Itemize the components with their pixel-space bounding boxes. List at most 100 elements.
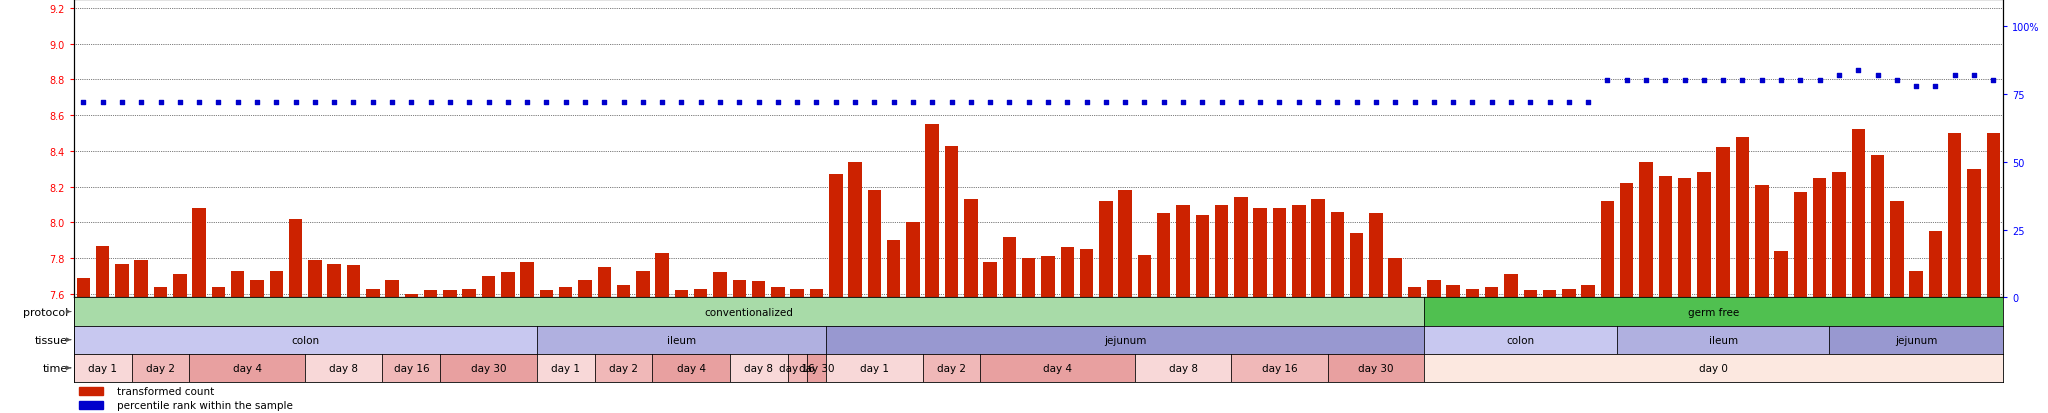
Point	[1823, 73, 1855, 79]
Bar	[385, 280, 399, 298]
Point	[279, 100, 311, 106]
Bar	[154, 287, 168, 298]
Point	[338, 100, 371, 106]
Point	[434, 100, 467, 106]
Point	[1090, 100, 1122, 106]
Point	[1862, 73, 1894, 79]
Point	[1937, 73, 1970, 79]
Point	[510, 100, 543, 106]
Point	[588, 100, 621, 106]
Point	[1417, 100, 1450, 106]
Bar	[944, 146, 958, 298]
Point	[143, 100, 176, 106]
Bar	[367, 289, 379, 298]
Point	[1976, 78, 2009, 85]
Text: day 1: day 1	[860, 363, 889, 373]
Bar	[537, 326, 825, 354]
Bar	[616, 285, 631, 298]
Bar	[74, 298, 1423, 326]
Bar	[868, 191, 881, 298]
Point	[473, 100, 506, 106]
Bar	[1061, 248, 1073, 298]
Bar	[1968, 169, 1980, 298]
Text: transformed count: transformed count	[117, 386, 215, 396]
Bar	[637, 271, 649, 298]
Bar	[1327, 354, 1423, 382]
Text: day 4: day 4	[676, 363, 707, 373]
Point	[1669, 78, 1702, 85]
Point	[897, 100, 930, 106]
Text: day 2: day 2	[608, 363, 639, 373]
Bar	[383, 354, 440, 382]
Point	[1630, 78, 1663, 85]
Bar	[1389, 259, 1403, 298]
Point	[106, 100, 139, 106]
Bar	[1022, 259, 1036, 298]
Bar	[713, 273, 727, 298]
Bar	[1118, 191, 1133, 298]
Bar	[788, 354, 807, 382]
Point	[375, 100, 408, 106]
Point	[1726, 78, 1759, 85]
Text: day 16: day 16	[1262, 363, 1296, 373]
Point	[1901, 83, 1933, 90]
Text: day 30: day 30	[471, 363, 506, 373]
Point	[492, 100, 524, 106]
Text: conventionalized: conventionalized	[705, 307, 793, 317]
Bar	[78, 387, 102, 395]
Point	[1552, 100, 1585, 106]
Bar	[1602, 202, 1614, 298]
Bar	[190, 354, 305, 382]
Bar	[1004, 237, 1016, 298]
Bar	[598, 268, 610, 298]
Bar	[463, 289, 475, 298]
Bar	[1524, 291, 1538, 298]
Point	[1475, 100, 1507, 106]
Bar	[1100, 202, 1112, 298]
Point	[1880, 78, 1913, 85]
Point	[801, 100, 834, 106]
Point	[1610, 78, 1642, 85]
Bar	[1851, 130, 1866, 298]
Point	[1108, 100, 1141, 106]
Point	[780, 100, 813, 106]
Bar	[752, 282, 766, 298]
Bar	[481, 276, 496, 298]
Bar	[1079, 249, 1094, 298]
Point	[1688, 78, 1720, 85]
Bar	[655, 253, 670, 298]
Bar	[250, 280, 264, 298]
Point	[1784, 78, 1817, 85]
Text: day 8: day 8	[330, 363, 358, 373]
Bar	[131, 354, 190, 382]
Bar	[74, 326, 537, 354]
Bar	[74, 354, 131, 382]
Text: day 0: day 0	[1700, 363, 1729, 373]
Point	[317, 100, 350, 106]
Point	[68, 100, 100, 106]
Point	[1243, 100, 1276, 106]
Bar	[115, 264, 129, 298]
Bar	[1890, 202, 1903, 298]
Point	[627, 100, 659, 106]
Point	[1303, 100, 1335, 106]
Point	[1032, 100, 1065, 106]
Bar	[1987, 134, 2001, 298]
Bar	[1948, 134, 1962, 298]
Bar	[694, 289, 707, 298]
Point	[1012, 100, 1044, 106]
Bar	[328, 264, 340, 298]
Point	[936, 100, 969, 106]
Bar	[1909, 271, 1923, 298]
Bar	[1698, 173, 1710, 298]
Point	[1360, 100, 1393, 106]
Point	[1264, 100, 1296, 106]
Bar	[729, 354, 788, 382]
Bar	[1423, 354, 2003, 382]
Point	[395, 100, 428, 106]
Point	[1841, 67, 1874, 74]
Point	[840, 100, 872, 106]
Text: ileum: ileum	[1708, 335, 1739, 345]
Point	[1804, 78, 1837, 85]
Bar	[829, 175, 842, 298]
